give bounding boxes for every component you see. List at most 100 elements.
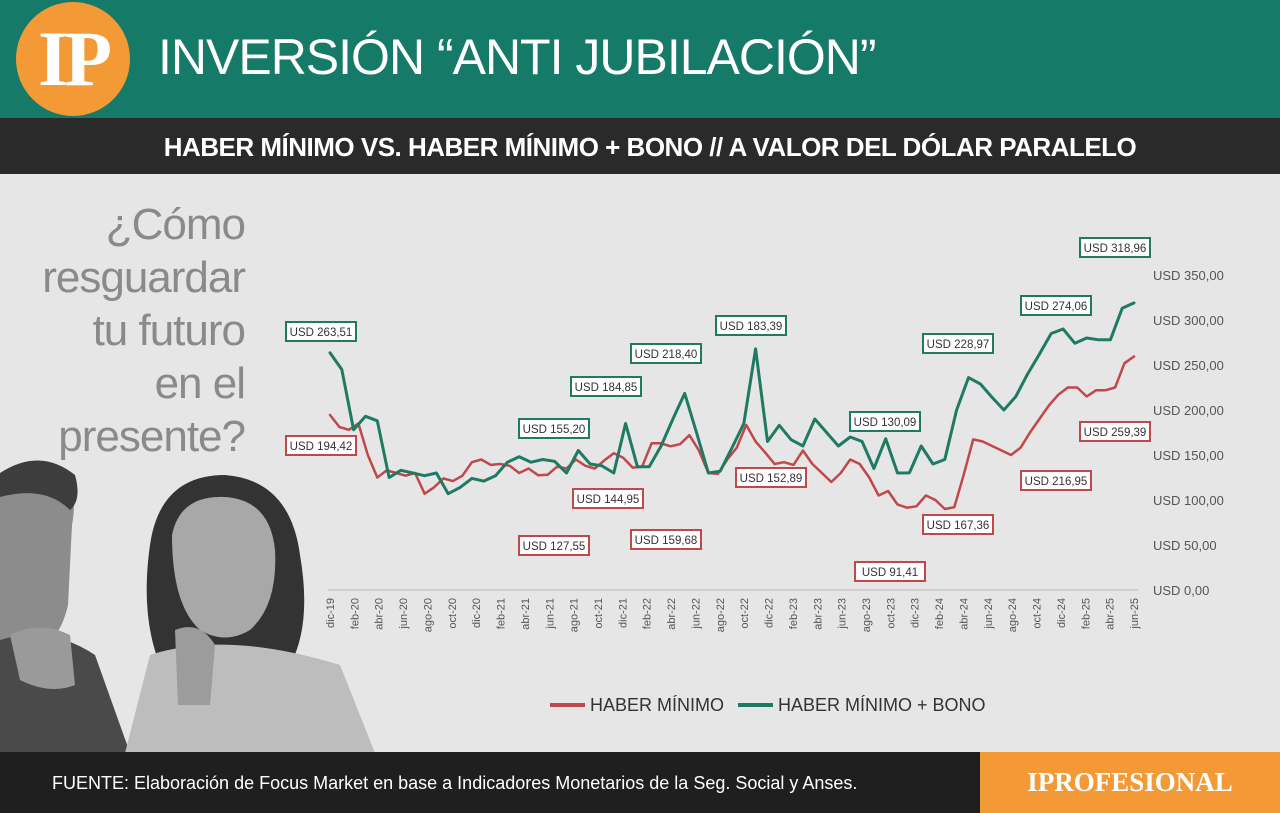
callout-haber-minimo-box <box>572 488 644 509</box>
callout-haber-bono: USD 155,20 <box>518 418 590 439</box>
callout-haber-bono-box <box>1020 295 1092 316</box>
callout-haber-minimo: USD 144,95 <box>572 488 644 509</box>
people-illustration <box>0 460 375 753</box>
question-line: en el <box>154 359 246 408</box>
x-tick-label: feb-24 <box>934 598 946 629</box>
y-tick-label: USD 200,00 <box>1153 403 1224 418</box>
callout-haber-bono: USD 183,39 <box>715 315 787 336</box>
callout-haber-minimo-label: USD 194,42 <box>290 441 353 453</box>
callout-haber-minimo-box <box>630 529 702 550</box>
y-tick-label: USD 100,00 <box>1153 493 1224 508</box>
x-tick-label: oct-23 <box>885 598 897 629</box>
callout-haber-minimo: USD 152,89 <box>735 467 807 488</box>
x-tick-label: jun-25 <box>1129 598 1141 630</box>
callout-haber-bono-box <box>285 321 357 342</box>
x-tick-label: feb-22 <box>642 598 654 629</box>
callout-haber-bono-box <box>630 343 702 364</box>
callout-haber-bono-label: USD 155,20 <box>523 424 586 436</box>
callout-haber-bono-box <box>570 376 642 397</box>
callout-haber-bono-box <box>1079 237 1151 258</box>
callout-haber-minimo-label: USD 159,68 <box>635 535 698 547</box>
x-tick-label: oct-21 <box>593 598 605 629</box>
series-line-haber-minimo <box>328 355 1136 511</box>
callout-haber-bono: USD 218,40 <box>630 343 702 364</box>
callout-haber-bono-label: USD 184,85 <box>575 382 638 394</box>
x-tick-label: dic-22 <box>764 598 776 628</box>
y-axis: USD 0,00 USD 50,00 USD 100,00 USD 150,00 USD… <box>1153 268 1224 598</box>
x-tick-label: jun-22 <box>690 598 702 630</box>
callout-haber-minimo-box <box>1020 470 1092 491</box>
callout-haber-minimo-box <box>285 435 357 456</box>
callout-haber-minimo-label: USD 259,39 <box>1084 427 1147 439</box>
callout-haber-bono-label: USD 274,06 <box>1025 301 1088 313</box>
callout-haber-minimo-label: USD 127,55 <box>523 541 586 553</box>
legend-label-haber-minimo: HABER MÍNIMO <box>590 695 724 715</box>
x-tick-label: oct-22 <box>739 598 751 629</box>
x-tick-label: abr-25 <box>1105 598 1117 630</box>
x-axis: dic-19 feb-20 abr-20 jun-20 ago-20 oct-20 dic-… <box>325 598 1141 632</box>
data-callouts: USD 263,51 USD 155,20 USD 184,85 USD 218,40… <box>285 237 1151 582</box>
x-tick-label: ago-20 <box>422 598 434 632</box>
callout-haber-bono-box <box>849 411 921 432</box>
callout-haber-minimo-box <box>854 561 926 582</box>
x-tick-label: jun-23 <box>837 598 849 630</box>
callout-haber-minimo-box <box>735 467 807 488</box>
callout-haber-bono-label: USD 130,09 <box>854 417 917 429</box>
callout-haber-bono-label: USD 318,96 <box>1084 243 1147 255</box>
x-tick-label: oct-24 <box>1032 598 1044 629</box>
woman-figure <box>125 475 375 753</box>
y-tick-label: USD 350,00 <box>1153 268 1224 283</box>
x-tick-label: dic-21 <box>617 598 629 628</box>
x-tick-label: abr-23 <box>812 598 824 630</box>
callout-haber-minimo: USD 194,42 <box>285 435 357 456</box>
callout-haber-minimo: USD 127,55 <box>518 535 590 556</box>
callout-haber-minimo: USD 216,95 <box>1020 470 1092 491</box>
callout-haber-bono-box <box>518 418 590 439</box>
question-line: resguardar <box>42 253 246 302</box>
x-tick-label: abr-20 <box>374 598 386 630</box>
x-tick-label: abr-22 <box>666 598 678 630</box>
x-tick-label: dic-24 <box>1056 598 1068 628</box>
callout-haber-bono-label: USD 263,51 <box>290 327 353 339</box>
y-tick-label: USD 50,00 <box>1153 538 1217 553</box>
callout-haber-bono: USD 274,06 <box>1020 295 1092 316</box>
chart-subtitle: HABER MÍNIMO VS. HABER MÍNIMO + BONO // … <box>163 132 1137 162</box>
side-question: ¿Cómo resguardar tu futuro en el present… <box>5 198 246 463</box>
question-line: presente? <box>58 412 246 461</box>
subtitle-bar: HABER MÍNIMO VS. HABER MÍNIMO + BONO // … <box>0 118 1280 174</box>
header-banner: IP INVERSIÓN “ANTI JUBILACIÓN” <box>0 0 1280 118</box>
y-tick-label: USD 150,00 <box>1153 448 1224 463</box>
callout-haber-minimo-label: USD 216,95 <box>1025 476 1088 488</box>
x-tick-label: ago-24 <box>1007 598 1019 632</box>
legend: HABER MÍNIMO HABER MÍNIMO + BONO <box>550 695 986 715</box>
callout-haber-bono: USD 184,85 <box>570 376 642 397</box>
x-tick-label: jun-21 <box>544 598 556 630</box>
callout-haber-bono-box <box>715 315 787 336</box>
series-line-haber-bono <box>328 301 1136 496</box>
callout-haber-minimo-box <box>922 514 994 535</box>
callout-haber-bono: USD 263,51 <box>285 321 357 342</box>
callout-haber-minimo-label: USD 144,95 <box>577 494 640 506</box>
legend-label-haber-bono: HABER MÍNIMO + BONO <box>778 695 986 715</box>
source-note: FUENTE: Elaboración de Focus Market en b… <box>52 773 858 793</box>
x-tick-label: ago-23 <box>861 598 873 632</box>
callout-haber-minimo-label: USD 91,41 <box>862 567 918 579</box>
x-tick-label: dic-23 <box>910 598 922 628</box>
x-tick-label: ago-22 <box>715 598 727 632</box>
callout-haber-bono: USD 130,09 <box>849 411 921 432</box>
callout-haber-bono: USD 318,96 <box>1079 237 1151 258</box>
x-tick-label: jun-24 <box>983 598 995 630</box>
y-tick-label: USD 300,00 <box>1153 313 1224 328</box>
x-tick-label: jun-20 <box>398 598 410 630</box>
callout-haber-minimo-box <box>1079 421 1151 442</box>
y-tick-label: USD 250,00 <box>1153 358 1224 373</box>
question-line: ¿Cómo <box>105 200 246 249</box>
callout-haber-bono-label: USD 218,40 <box>635 349 698 361</box>
x-tick-label: oct-20 <box>447 598 459 629</box>
callout-haber-minimo: USD 167,36 <box>922 514 994 535</box>
callout-haber-bono: USD 228,97 <box>922 333 994 354</box>
x-tick-label: abr-24 <box>958 598 970 630</box>
callout-haber-minimo-box <box>518 535 590 556</box>
callout-haber-minimo-label: USD 167,36 <box>927 520 990 532</box>
